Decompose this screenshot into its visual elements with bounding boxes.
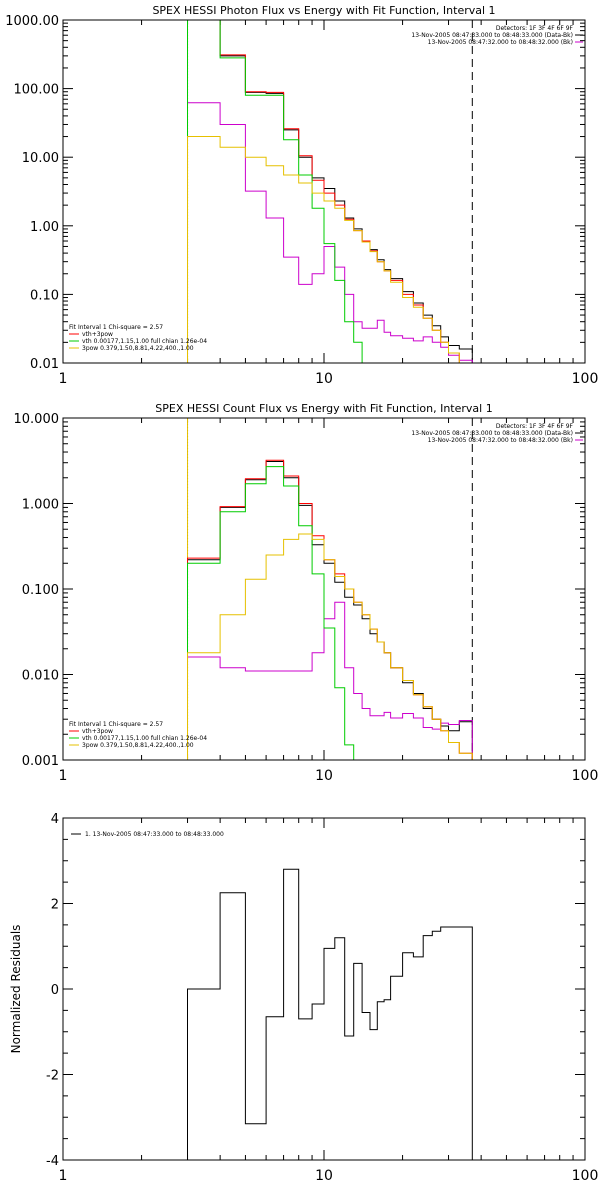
y-tick-label: 0 xyxy=(51,983,59,998)
y-tick-label: 1.000 xyxy=(22,498,59,513)
y-tick-label: 100.00 xyxy=(14,83,60,98)
series-3pow xyxy=(187,533,473,760)
series-data-bk xyxy=(187,461,473,760)
y-tick-label: -2 xyxy=(46,1069,59,1084)
header-line: Detectors: 1F 3F 4F 6F 9F xyxy=(496,25,574,32)
axes-frame xyxy=(62,19,586,364)
y-tick-label: 0.010 xyxy=(22,669,59,684)
fit-info-line: 3pow 0.379,1.50,8.81,4.22,400.,1.00 xyxy=(82,345,194,352)
y-tick-label: 0.01 xyxy=(30,357,59,372)
series-vth-3pow xyxy=(187,459,473,760)
y-tick-label: 0.10 xyxy=(30,288,59,303)
y-tick-label: 1.00 xyxy=(30,220,59,235)
header-line: 13-Nov-2005 08:47:33.000 to 08:48:33.000… xyxy=(411,430,573,437)
chart-title: SPEX HESSI Count Flux vs Energy with Fit… xyxy=(155,402,492,415)
fit-info-line: vth+3pow xyxy=(82,728,113,735)
axes-frame xyxy=(62,417,586,761)
plot-area xyxy=(187,20,473,363)
series-3pow xyxy=(187,136,473,363)
axes-frame xyxy=(62,817,586,1161)
header-line: 13-Nov-2005 08:47:33.000 to 08:48:33.000… xyxy=(411,32,573,39)
series-vth-3pow xyxy=(187,20,473,363)
y-tick-label: -4 xyxy=(46,1154,59,1169)
legend-label: 1. 13-Nov-2005 08:47:33.000 to 08:48:33.… xyxy=(85,831,224,838)
x-tick-label: 1 xyxy=(59,1168,68,1184)
header-line: 13-Nov-2005 08:47:32.000 to 08:48:32.000… xyxy=(428,39,573,46)
x-tick-label: 100 xyxy=(572,1168,599,1184)
y-tick-label: 1000.00 xyxy=(5,14,59,29)
series-bk xyxy=(187,102,473,363)
chart-title: SPEX HESSI Photon Flux vs Energy with Fi… xyxy=(152,4,495,17)
header-line: Detectors: 1F 3F 4F 6F 9F xyxy=(496,423,574,430)
plot-area xyxy=(187,418,473,760)
chart-panel-2: SPEX HESSI Count Flux vs Energy with Fit… xyxy=(14,402,599,784)
y-tick-label: 10.00 xyxy=(22,151,59,166)
series-1-13-nov-2005-08-47-33-000-to-08-48-33-000 xyxy=(187,868,473,1160)
series-vth xyxy=(187,20,371,363)
x-tick-label: 10 xyxy=(315,768,333,784)
fit-info-line: vth 0.00177,1.15,1.00 full chian 1.26e-0… xyxy=(82,735,207,742)
series-vth xyxy=(187,466,355,760)
y-tick-label: 0.100 xyxy=(22,583,59,598)
chart-panel-1: SPEX HESSI Photon Flux vs Energy with Fi… xyxy=(5,4,598,387)
header-line: 13-Nov-2005 08:47:32.000 to 08:48:32.000… xyxy=(428,437,573,444)
y-tick-label: 2 xyxy=(51,898,59,913)
series-bk xyxy=(187,601,473,760)
fit-info-line: Fit Interval 1 Chi-square = 2.57 xyxy=(69,721,163,728)
y-tick-label: 0.001 xyxy=(22,754,59,769)
x-tick-label: 1 xyxy=(59,768,68,784)
fit-info-line: 3pow 0.379,1.50,8.81,4.22,400.,1.00 xyxy=(82,742,194,749)
fit-info-line: Fit Interval 1 Chi-square = 2.57 xyxy=(69,324,163,331)
y-axis-label: Normalized Residuals xyxy=(9,925,23,1054)
series-data-bk xyxy=(187,20,473,363)
x-tick-label: 100 xyxy=(572,768,599,784)
y-tick-label: 10.000 xyxy=(14,412,60,427)
y-tick-label: 4 xyxy=(51,812,59,827)
x-tick-label: 100 xyxy=(572,371,599,387)
chart-panel-3: Normalized Residuals 1 10 100 -4 -2 0 2 4 1. 13-N… xyxy=(9,812,599,1184)
plot-area xyxy=(187,868,473,1160)
fit-info-line: vth 0.00177,1.15,1.00 full chian 1.26e-0… xyxy=(82,338,207,345)
x-tick-label: 10 xyxy=(315,1168,333,1184)
x-tick-label: 1 xyxy=(59,371,68,387)
fit-info-line: vth+3pow xyxy=(82,331,113,338)
x-tick-label: 10 xyxy=(315,371,333,387)
